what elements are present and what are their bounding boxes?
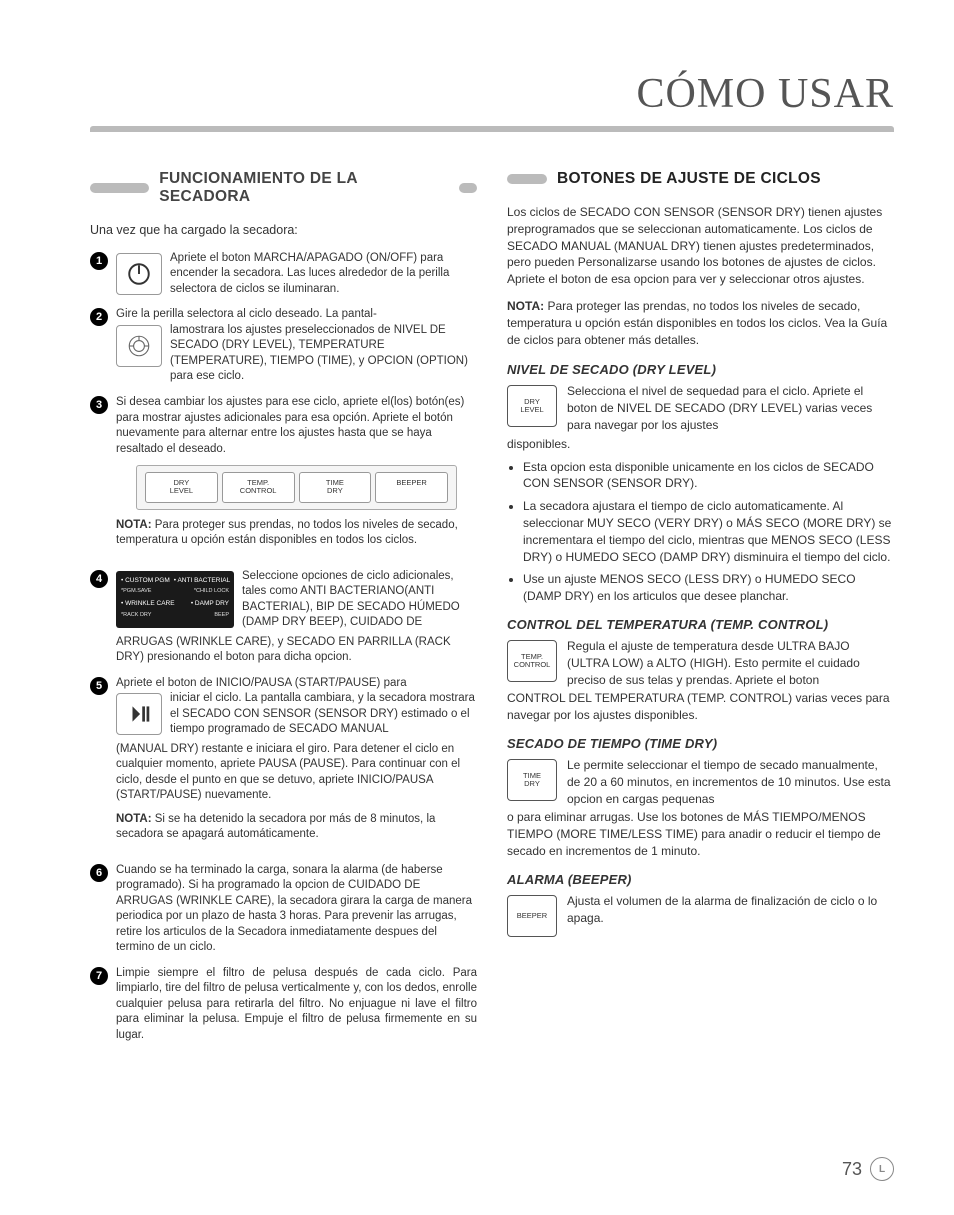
step-7: 7 Limpie siempre el filtro de pelusa des…: [90, 966, 477, 1044]
intro-text: Una vez que ha cargado la secadora:: [90, 222, 477, 239]
step-6-text: Cuando se ha terminado la carga, sonara …: [116, 863, 477, 956]
step-3: 3 Si desea cambiar los ajustes para ese …: [90, 395, 477, 559]
step-4-body: Seleccione opciones de ciclo adicionales…: [242, 569, 477, 631]
time-dry-title: SECADO DE TIEMPO (TIME DRY): [507, 736, 894, 751]
opt-wrinkle-care: • WRINKLE CARE: [121, 600, 175, 609]
left-section-heading: FUNCIONAMIENTO DE LA SECADORA: [90, 170, 477, 206]
page-title: CÓMO USAR: [90, 70, 894, 118]
temp-control-param-button[interactable]: TEMP. CONTROL: [507, 640, 557, 682]
step-2-lead: Gire la perilla selectora al ciclo desea…: [116, 307, 477, 323]
step-7-text: Limpie siempre el filtro de pelusa despu…: [116, 966, 477, 1044]
dry-bullet-3: Use un ajuste MENOS SECO (LESS DRY) o HU…: [523, 571, 894, 605]
step-3-note: NOTA: NOTA: Para proteger sus prendas, n…: [116, 518, 477, 549]
time-dry-cont: o para eliminar arrugas. Use los botones…: [507, 809, 894, 859]
step-4-cont: ARRUGAS (WRINKLE CARE), y SECADO EN PARR…: [116, 635, 477, 666]
opt-custom-pgm: • CUSTOM PGM: [121, 577, 170, 586]
page-number: 73: [842, 1159, 862, 1180]
dry-bullet-2: La secadora ajustara el tiempo de ciclo …: [523, 498, 894, 565]
step-2-body: lamostrara los ajustes preseleccionados …: [170, 323, 477, 385]
opt-damp-dry: • DAMP DRY: [191, 600, 229, 609]
step-6-number: 6: [90, 864, 108, 882]
settings-buttons-row: DRY LEVEL TEMP. CONTROL TIME DRY BEEPER: [136, 465, 457, 510]
step-2: 2 Gire la perilla selectora al ciclo des…: [90, 307, 477, 385]
options-panel-icon: • CUSTOM PGM • ANTI BACTERIAL *PGM.SAVE *C…: [116, 571, 234, 628]
right-intro: Los ciclos de SECADO CON SENSOR (SENSOR …: [507, 204, 894, 288]
right-section-heading: BOTONES DE AJUSTE DE CICLOS: [507, 170, 894, 188]
temp-control-button[interactable]: TEMP. CONTROL: [222, 472, 295, 503]
beeper-title: ALARMA (BEEPER): [507, 872, 894, 887]
page-footer: 73 L: [842, 1157, 894, 1181]
dry-level-param-button[interactable]: DRY LEVEL: [507, 385, 557, 427]
right-heading-text: BOTONES DE AJUSTE DE CICLOS: [557, 170, 821, 188]
power-button-icon: [116, 253, 162, 295]
step-6: 6 Cuando se ha terminado la carga, sonar…: [90, 863, 477, 956]
dry-level-text: Selecciona el nivel de sequedad para el …: [567, 383, 894, 433]
temp-control-block: CONTROL DEL TEMPERATURA (TEMP. CONTROL) …: [507, 617, 894, 724]
step-4: 4 • CUSTOM PGM • ANTI BACTERIAL *PGM.SAVE…: [90, 569, 477, 666]
temp-control-text: Regula el ajuste de temperatura desde UL…: [567, 638, 894, 688]
beeper-block: ALARMA (BEEPER) BEEPER Ajusta el volumen…: [507, 872, 894, 937]
step-1-number: 1: [90, 252, 108, 270]
time-dry-block: SECADO DE TIEMPO (TIME DRY) TIME DRY Le …: [507, 736, 894, 860]
step-1-text: Apriete el boton MARCHA/APAGADO (ON/OFF)…: [170, 251, 477, 298]
step-5-lead: Apriete el boton de INICIO/PAUSA (START/…: [116, 676, 477, 692]
step-5-note: NOTA: Si se ha detenido la secadora por …: [116, 812, 477, 843]
step-7-number: 7: [90, 967, 108, 985]
time-dry-text: Le permite seleccionar el tiempo de seca…: [567, 757, 894, 807]
step-5-number: 5: [90, 677, 108, 695]
right-nota: NOTA: Para proteger las prendas, no todo…: [507, 298, 894, 348]
right-heading-bar: [507, 174, 547, 184]
step-3-number: 3: [90, 396, 108, 414]
step-5-body: iniciar el ciclo. La pantalla cambiara, …: [170, 691, 477, 738]
step-5-cont: (MANUAL DRY) restante e iniciara el giro…: [116, 742, 477, 804]
opt-pgm-save: *PGM.SAVE: [121, 588, 151, 595]
left-heading-text: FUNCIONAMIENTO DE LA SECADORA: [159, 170, 449, 206]
opt-rack-dry: *RACK DRY: [121, 612, 151, 619]
dry-bullet-1: Esta opcion esta disponible unicamente e…: [523, 459, 894, 493]
step-4-number: 4: [90, 570, 108, 588]
dry-level-bullets: Esta opcion esta disponible unicamente e…: [507, 459, 894, 605]
step-3-text: Si desea cambiar los ajustes para ese ci…: [116, 395, 477, 457]
lg-logo-icon: L: [870, 1157, 894, 1181]
time-dry-param-button[interactable]: TIME DRY: [507, 759, 557, 801]
step-5: 5 Apriete el boton de INICIO/PAUSA (STAR…: [90, 676, 477, 853]
temp-control-title: CONTROL DEL TEMPERATURA (TEMP. CONTROL): [507, 617, 894, 632]
step-2-number: 2: [90, 308, 108, 326]
opt-anti-bacterial: • ANTI BACTERIAL: [174, 577, 230, 586]
temp-control-cont: CONTROL DEL TEMPERATURA (TEMP. CONTROL) …: [507, 690, 894, 724]
dry-level-block: NIVEL DE SECADO (DRY LEVEL) DRY LEVEL Se…: [507, 362, 894, 605]
start-pause-icon: [116, 693, 162, 735]
dial-icon: [116, 325, 162, 367]
title-rule: [90, 126, 894, 132]
step-1: 1 Apriete el boton MARCHA/APAGADO (ON/OF…: [90, 251, 477, 298]
time-dry-button[interactable]: TIME DRY: [299, 472, 372, 503]
beeper-param-button[interactable]: BEEPER: [507, 895, 557, 937]
dry-level-title: NIVEL DE SECADO (DRY LEVEL): [507, 362, 894, 377]
dry-level-button[interactable]: DRY LEVEL: [145, 472, 218, 503]
opt-beep: BEEP: [214, 612, 229, 619]
dry-level-cont: disponibles.: [507, 436, 894, 453]
heading-bar-left: [90, 183, 149, 193]
beeper-text: Ajusta el volumen de la alarma de finali…: [567, 893, 894, 927]
opt-child-lock: *CHILD LOCK: [194, 588, 229, 595]
heading-bar-right: [459, 183, 477, 193]
beeper-button[interactable]: BEEPER: [375, 472, 448, 503]
